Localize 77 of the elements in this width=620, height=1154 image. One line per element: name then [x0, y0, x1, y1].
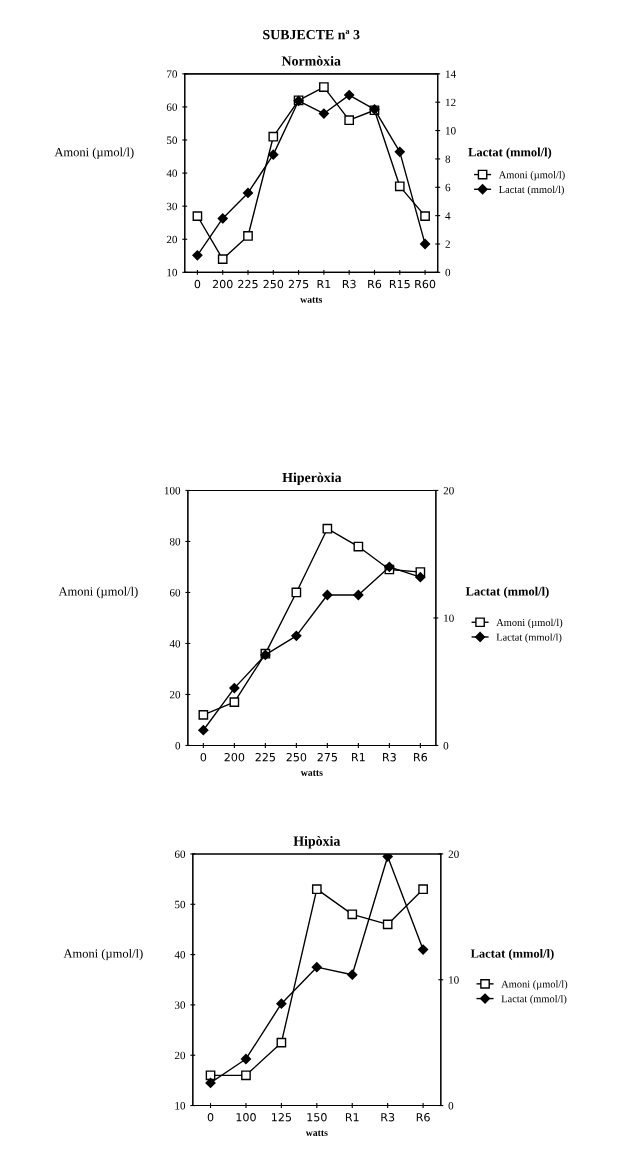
- y-tick-label: 80: [169, 537, 181, 546]
- x-tick-label: R3: [381, 1113, 395, 1122]
- y2-axis-title: Lactat (mmol/l): [468, 147, 552, 159]
- x-tick-label: R6: [414, 752, 428, 762]
- y2-tick-label: 20: [443, 486, 454, 495]
- legend-label: Lactat (mmol/l): [496, 633, 562, 643]
- y2-tick-label: 4: [445, 212, 451, 220]
- y-tick-label: 10: [167, 268, 178, 277]
- y-tick-label: 50: [175, 900, 186, 909]
- y-tick-label: 60: [166, 103, 178, 111]
- chart-title: Normòxia: [281, 55, 341, 66]
- y2-tick-label: 10: [449, 976, 459, 984]
- x-tick-label: 225: [238, 279, 258, 289]
- y-tick-label: 100: [164, 486, 181, 495]
- y2-tick-label: 0: [448, 1102, 454, 1110]
- y-tick-label: 0: [175, 741, 181, 750]
- y2-tick-label: 8: [445, 155, 451, 163]
- y-tick-label: 40: [169, 639, 181, 648]
- x-tick-label: 0: [200, 752, 207, 762]
- y-tick-label: 30: [174, 1001, 186, 1009]
- y2-tick-label: 6: [445, 183, 451, 192]
- y-tick-label: 20: [169, 690, 181, 699]
- x-tick-label: R6: [368, 279, 382, 289]
- y-tick-label: 60: [169, 588, 181, 597]
- y2-tick-label: 0: [445, 268, 451, 277]
- y-tick-label: 40: [174, 951, 186, 959]
- y-axis-title: Amoni (µmol/l): [58, 586, 138, 599]
- x-tick-label: 0: [194, 279, 201, 289]
- y-tick-label: 40: [166, 169, 178, 178]
- y-tick-label: 60: [174, 850, 186, 858]
- x-tick-label: 225: [255, 752, 275, 762]
- x-tick-label: R15: [389, 279, 410, 289]
- chart-title: Hipòxia: [293, 835, 341, 849]
- y2-tick-label: 12: [445, 98, 456, 107]
- y-axis-title: Amoni (µmol/l): [63, 948, 143, 961]
- x-tick-label: 275: [317, 752, 337, 762]
- x-tick-label: 0: [207, 1113, 214, 1122]
- x-axis-title: watts: [300, 770, 323, 776]
- x-tick-label: 100: [236, 1113, 256, 1122]
- x-tick-label: 200: [224, 752, 245, 762]
- y2-tick-label: 10: [445, 127, 456, 135]
- legend-label: Amoni (µmol/l): [501, 980, 568, 990]
- y-tick-label: 20: [174, 1051, 186, 1060]
- x-tick-label: 275: [288, 279, 309, 289]
- x-tick-label: R6: [416, 1113, 430, 1122]
- y2-tick-label: 10: [444, 614, 454, 622]
- x-tick-label: 125: [272, 1113, 292, 1122]
- chart-title: Hiperòxia: [282, 472, 342, 486]
- legend-label: Lactat (mmol/l): [501, 994, 567, 1005]
- x-tick-label: R60: [415, 279, 436, 289]
- y-tick-label: 10: [175, 1102, 186, 1110]
- y2-tick-label: 20: [448, 850, 459, 858]
- x-tick-label: 150: [307, 1113, 327, 1122]
- legend-label: Amoni (µmol/l): [496, 618, 563, 629]
- x-tick-label: 250: [286, 752, 307, 762]
- y-tick-label: 50: [167, 136, 178, 144]
- x-axis-title: watts: [305, 1130, 328, 1136]
- y-tick-label: 70: [167, 70, 178, 78]
- x-tick-label: R1: [352, 753, 365, 762]
- x-tick-label: R1: [317, 279, 331, 289]
- x-tick-label: R3: [342, 279, 356, 289]
- y2-axis-title: Lactat (mmol/l): [470, 948, 554, 961]
- x-tick-label: 250: [263, 279, 284, 289]
- legend-label: Amoni (µmol/l): [498, 170, 565, 181]
- y2-tick-label: 14: [445, 70, 456, 78]
- x-tick-label: R1: [345, 1113, 359, 1122]
- text: SUBJECTE nª 3: [263, 29, 360, 40]
- y2-axis-title: Lactat (mmol/l): [465, 586, 549, 599]
- y2-tick-label: 0: [443, 741, 449, 750]
- y-tick-label: 30: [166, 202, 178, 211]
- y2-tick-label: 2: [445, 240, 450, 248]
- y-tick-label: 20: [166, 235, 178, 244]
- legend-label: Lactat (mmol/l): [499, 185, 564, 196]
- y-axis-title: Amoni (µmol/l): [54, 147, 134, 159]
- x-tick-label: 200: [212, 279, 233, 289]
- x-tick-label: R3: [383, 752, 396, 762]
- x-axis-title: watts: [300, 297, 323, 303]
